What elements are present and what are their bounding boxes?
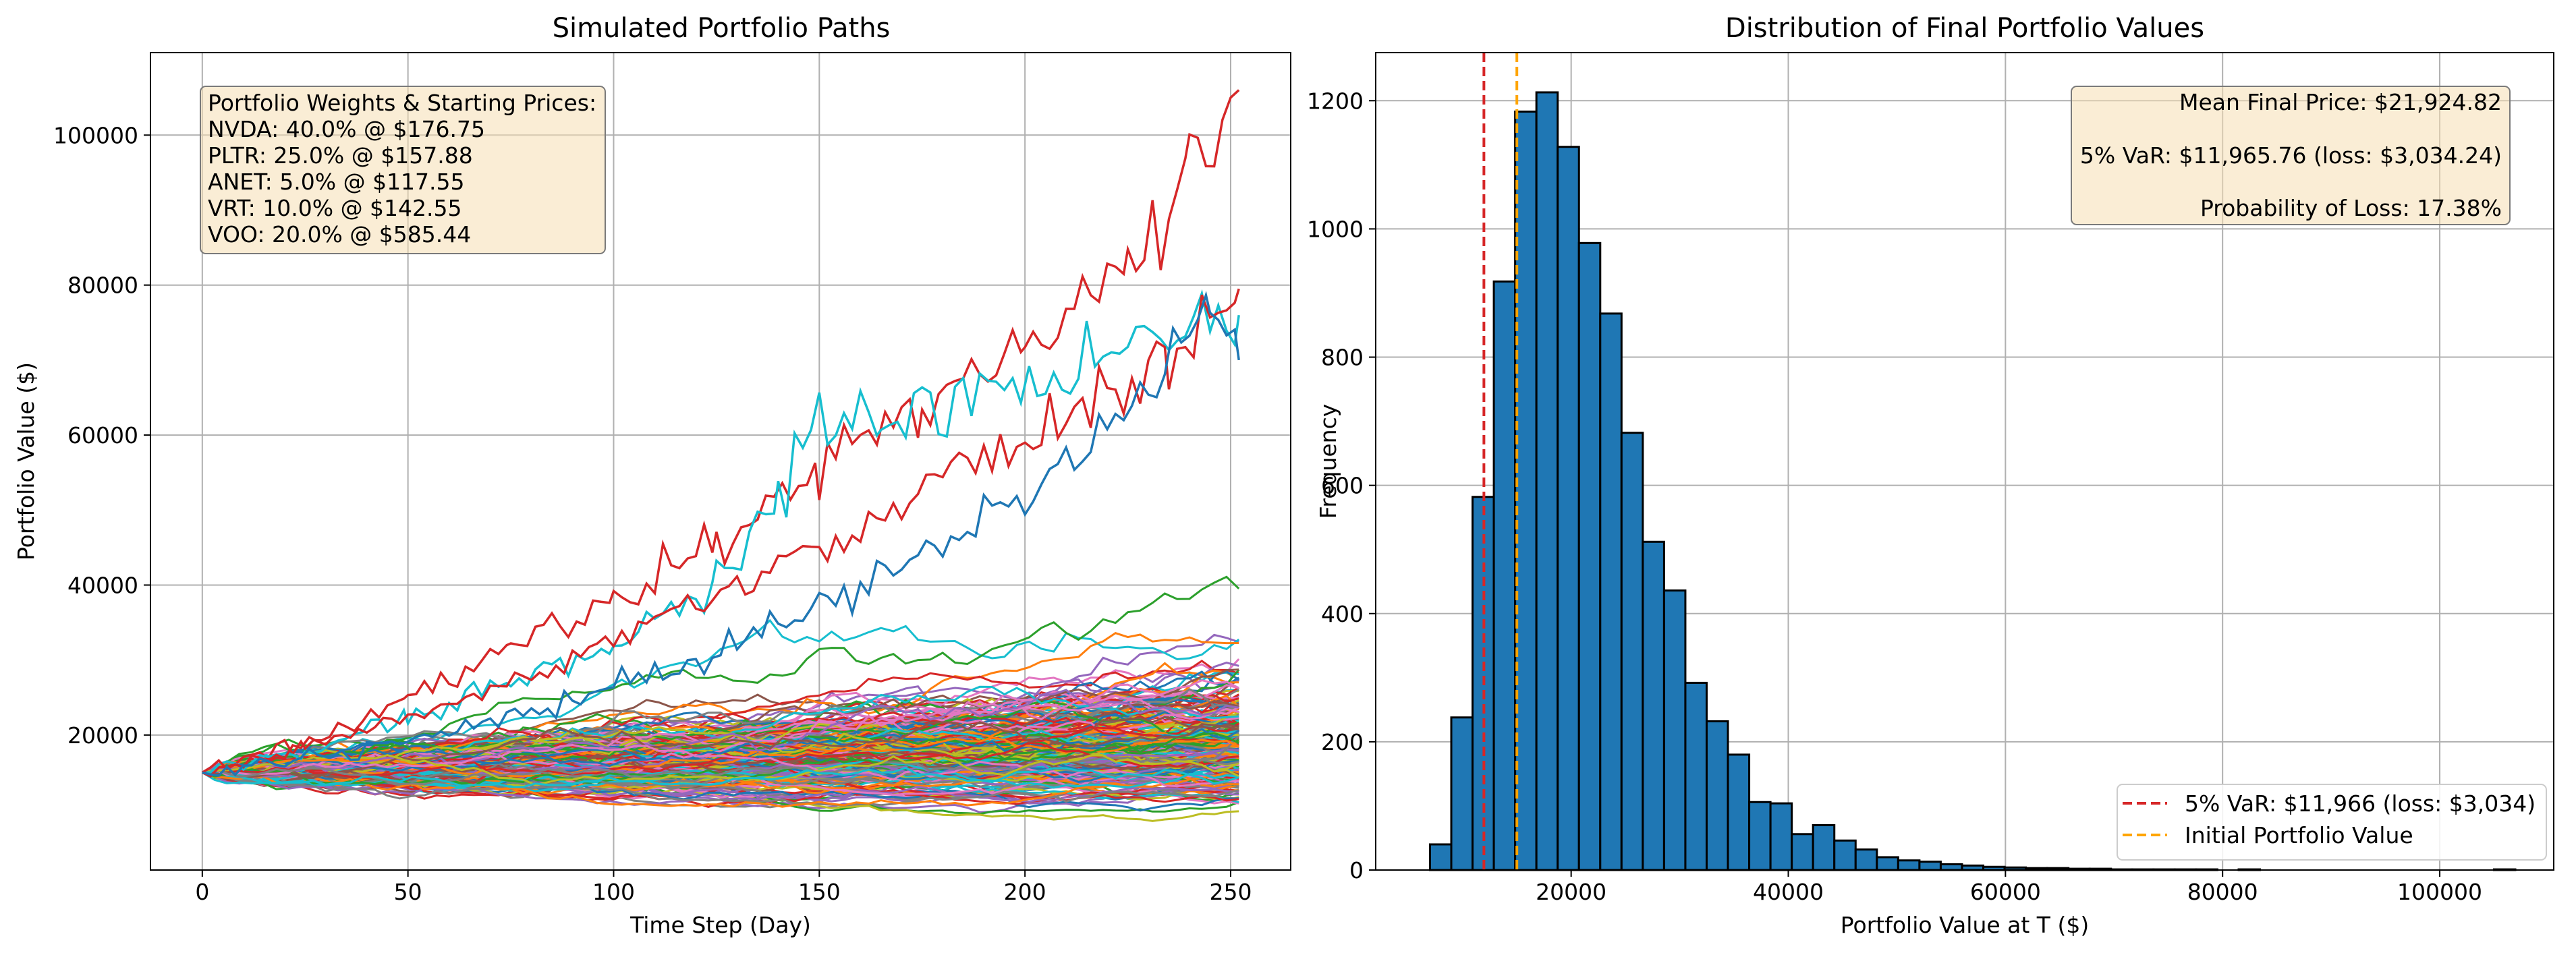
histogram-bar xyxy=(1791,833,1814,871)
simulated-path xyxy=(202,721,1239,779)
paths-x-tick-label: 150 xyxy=(798,879,841,905)
histogram-bar xyxy=(1748,801,1772,871)
histogram-legend: 5% VaR: $11,966 (loss: $3,034) Initial P… xyxy=(2117,784,2547,861)
histogram-y-tick-label: 1000 xyxy=(1307,216,1364,242)
simulated-path xyxy=(202,689,1239,774)
histogram-x-axis: 20000 40000 60000 80000 100000 xyxy=(1536,870,2482,905)
simulated-path xyxy=(202,749,1239,786)
histogram-x-tick-label: 20000 xyxy=(1536,879,1606,905)
histogram-x-tick-label: 100000 xyxy=(2397,879,2482,905)
paths-x-axis: 0 50 100 150 200 250 xyxy=(195,870,1252,905)
paths-y-tick-label: 80000 xyxy=(67,272,138,299)
paths-y-axis-label: Portfolio Value ($) xyxy=(13,362,39,560)
weights-annotation-title: Portfolio Weights & Starting Prices: xyxy=(208,90,596,116)
histogram-bar xyxy=(1662,589,1687,871)
weights-annotation-vrt: VRT: 10.0% @ $142.55 xyxy=(208,195,462,221)
histogram-x-tick-label: 60000 xyxy=(1970,879,2041,905)
histogram-bar xyxy=(1684,681,1708,871)
histogram-bar xyxy=(1854,848,1878,871)
weights-annotation-voo: VOO: 20.0% @ $585.44 xyxy=(208,221,471,248)
histogram-bar xyxy=(1535,91,1559,871)
paths-plot-frame xyxy=(150,52,1291,871)
stats-mean-final-price: Mean Final Price: $21,924.82 xyxy=(2179,89,2502,115)
histogram-chart-title: Distribution of Final Portfolio Values xyxy=(1725,13,2204,44)
paths-x-tick-label: 0 xyxy=(195,879,209,905)
paths-y-tick-label: 60000 xyxy=(67,422,138,448)
weights-annotation-box: Portfolio Weights & Starting Prices: NVD… xyxy=(200,86,606,254)
histogram-y-tick-label: 200 xyxy=(1321,729,1364,755)
highlighted-path xyxy=(201,288,1240,774)
weights-annotation-pltr: PLTR: 25.0% @ $157.88 xyxy=(208,142,473,169)
histogram-bar xyxy=(1833,839,1857,871)
legend-var-label: 5% VaR: $11,966 (loss: $3,034) xyxy=(2185,790,2536,817)
simulated-path xyxy=(202,766,1239,788)
histogram-bar xyxy=(1642,540,1665,871)
simulated-path xyxy=(202,744,1239,788)
stats-probability-of-loss: Probability of Loss: 17.38% xyxy=(2200,195,2502,221)
paths-lines xyxy=(201,89,1240,822)
histogram-bar xyxy=(1876,856,1899,871)
histogram-y-axis: 0 200 400 600 800 1000 1200 xyxy=(1307,88,1376,884)
histogram-bar xyxy=(1918,861,1942,871)
paths-y-tick-label: 40000 xyxy=(67,572,138,598)
paths-y-axis: 20000 40000 60000 80000 100000 xyxy=(53,122,150,749)
stats-var: 5% VaR: $11,965.76 (loss: $3,034.24) xyxy=(2080,142,2502,169)
weights-annotation-anet: ANET: 5.0% @ $117.55 xyxy=(208,169,465,195)
histogram-bar xyxy=(1897,859,1921,871)
histogram-plot-frame xyxy=(1375,52,2554,871)
simulated-path xyxy=(202,679,1239,774)
highlighted-path xyxy=(202,89,1240,778)
highlighted-path xyxy=(202,291,1240,777)
stats-annotation-box: Mean Final Price: $21,924.82 5% VaR: $11… xyxy=(2071,86,2511,225)
simulated-path xyxy=(202,728,1239,776)
weights-annotation-nvda: NVDA: 40.0% @ $176.75 xyxy=(208,116,485,142)
histogram-x-tick-label: 40000 xyxy=(1753,879,1824,905)
histogram-y-axis-label: Frequency xyxy=(1315,404,1341,519)
histogram-y-tick-label: 0 xyxy=(1349,857,1364,884)
histogram-bars xyxy=(1428,91,2517,871)
histogram-x-tick-label: 80000 xyxy=(2187,879,2258,905)
histogram-bar xyxy=(1939,863,1963,871)
paths-x-tick-label: 50 xyxy=(394,879,422,905)
simulated-path xyxy=(202,771,1239,807)
histogram-bar xyxy=(1812,823,1836,871)
simulated-path xyxy=(202,770,1239,808)
histogram-bar xyxy=(1727,753,1751,871)
simulated-path xyxy=(202,748,1239,778)
paths-x-axis-label: Time Step (Day) xyxy=(629,912,811,938)
histogram-x-axis-label: Portfolio Value at T ($) xyxy=(1841,912,2089,938)
paths-y-tick-label: 20000 xyxy=(67,722,138,749)
simulated-path xyxy=(202,741,1239,779)
histogram-bar xyxy=(1492,280,1517,871)
histogram-bar xyxy=(1769,802,1793,871)
legend-initial-label: Initial Portfolio Value xyxy=(2185,822,2413,848)
paths-x-tick-label: 250 xyxy=(1209,879,1252,905)
paths-x-tick-label: 100 xyxy=(592,879,635,905)
histogram-bar xyxy=(1450,716,1474,871)
histogram-y-tick-label: 1200 xyxy=(1307,88,1364,114)
highlighted-path xyxy=(202,289,1240,774)
histogram-chart: Distribution of Final Portfolio Values 2… xyxy=(1307,13,2554,938)
histogram-y-tick-label: 400 xyxy=(1321,601,1364,627)
histogram-y-tick-label: 800 xyxy=(1321,345,1364,371)
paths-y-tick-label: 100000 xyxy=(53,122,138,148)
histogram-bar xyxy=(1705,720,1729,871)
paths-chart-title: Simulated Portfolio Paths xyxy=(553,13,891,44)
histogram-bar xyxy=(1557,146,1580,871)
histogram-reference-lines xyxy=(1482,53,1519,870)
paths-chart: Simulated Portfolio Paths 0 50 100 150 200 25… xyxy=(13,13,1291,938)
paths-x-tick-label: 200 xyxy=(1004,879,1046,905)
histogram-bar xyxy=(1514,110,1538,871)
histogram-bar xyxy=(1620,432,1644,871)
histogram-y-tick-label: 600 xyxy=(1321,473,1364,499)
histogram-bar xyxy=(1599,312,1623,871)
histogram-bar xyxy=(1428,843,1453,871)
histogram-bar xyxy=(1577,241,1602,871)
